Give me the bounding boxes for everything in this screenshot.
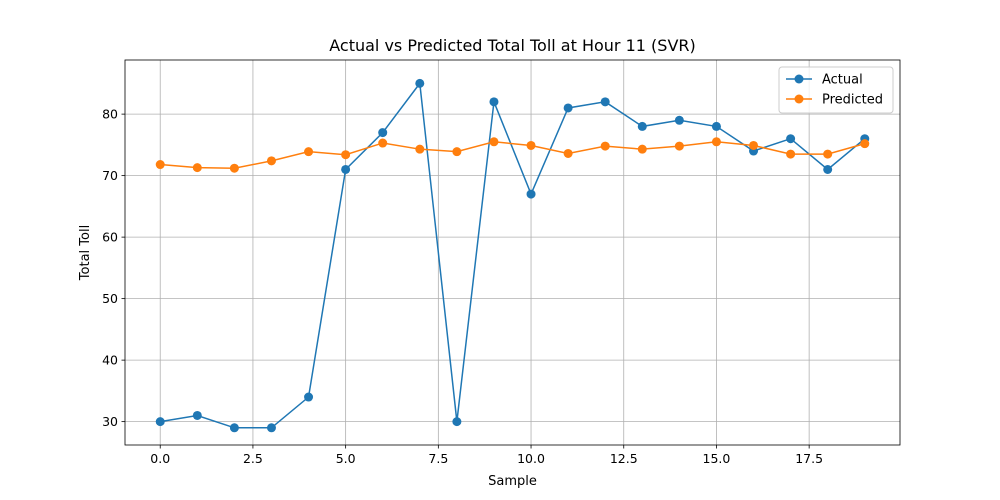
- predicted-point: [637, 144, 647, 154]
- predicted-series-line: [160, 141, 865, 169]
- legend-predicted-label: Predicted: [822, 93, 883, 108]
- predicted-point: [711, 137, 721, 147]
- ticks: 0.0 2.5 5.0 7.5 10.0 12.5 15.0 17.5 30 40 50 60 70 80: [102, 107, 823, 466]
- x-tick-label: 2.5: [243, 451, 263, 466]
- actual-point: [526, 189, 536, 199]
- predicted-point: [229, 163, 239, 173]
- x-tick-label: 5.0: [336, 451, 356, 466]
- predicted-point: [378, 138, 388, 148]
- legend-actual-label: Actual: [822, 73, 863, 88]
- actual-point: [192, 410, 202, 420]
- predicted-point: [786, 149, 796, 159]
- y-tick-label: 50: [102, 291, 118, 306]
- predicted-point: [600, 141, 610, 151]
- predicted-point: [304, 147, 314, 157]
- y-tick-label: 30: [102, 414, 118, 429]
- x-tick-label: 7.5: [428, 451, 448, 466]
- legend-predicted-marker: [794, 94, 804, 104]
- actual-point: [674, 115, 684, 125]
- predicted-point: [526, 140, 536, 150]
- series-layer: [155, 78, 870, 433]
- x-axis-label: Sample: [488, 474, 537, 489]
- x-tick-label: 15.0: [703, 451, 731, 466]
- y-tick-label: 80: [102, 107, 118, 122]
- predicted-point: [563, 148, 573, 158]
- x-tick-label: 0.0: [150, 451, 170, 466]
- actual-point: [823, 164, 833, 174]
- predicted-point: [266, 156, 276, 166]
- predicted-point: [749, 140, 759, 150]
- predicted-point: [860, 139, 870, 149]
- y-tick-label: 40: [102, 353, 118, 368]
- chart-title: Actual vs Predicted Total Toll at Hour 1…: [329, 36, 696, 55]
- predicted-point: [452, 147, 462, 157]
- predicted-point: [674, 141, 684, 151]
- x-tick-label: 17.5: [795, 451, 823, 466]
- legend-actual-marker: [794, 74, 804, 84]
- actual-series-line: [160, 81, 866, 429]
- actual-point: [711, 121, 721, 131]
- plot-frame: [124, 59, 901, 446]
- actual-point: [489, 97, 499, 107]
- predicted-point: [489, 137, 499, 147]
- predicted-point: [341, 150, 351, 160]
- actual-point: [637, 121, 647, 131]
- actual-point: [229, 423, 239, 433]
- actual-point: [304, 392, 314, 402]
- x-tick-label: 12.5: [610, 451, 638, 466]
- grid: [125, 60, 900, 445]
- actual-point: [563, 103, 573, 113]
- x-tick-label: 10.0: [517, 451, 545, 466]
- actual-point: [266, 423, 276, 433]
- actual-point: [341, 164, 351, 174]
- y-axis-label: Total Toll: [78, 225, 93, 281]
- actual-point: [600, 97, 610, 107]
- actual-point: [786, 134, 796, 144]
- y-tick-label: 70: [102, 168, 118, 183]
- legend: Actual Predicted: [778, 66, 894, 114]
- actual-point: [378, 128, 388, 138]
- predicted-point: [155, 160, 165, 170]
- actual-point: [452, 417, 462, 427]
- y-tick-label: 60: [102, 230, 118, 245]
- actual-point: [155, 417, 165, 427]
- predicted-point: [192, 163, 202, 173]
- predicted-point: [823, 149, 833, 159]
- actual-point: [415, 78, 425, 88]
- predicted-point: [415, 144, 425, 154]
